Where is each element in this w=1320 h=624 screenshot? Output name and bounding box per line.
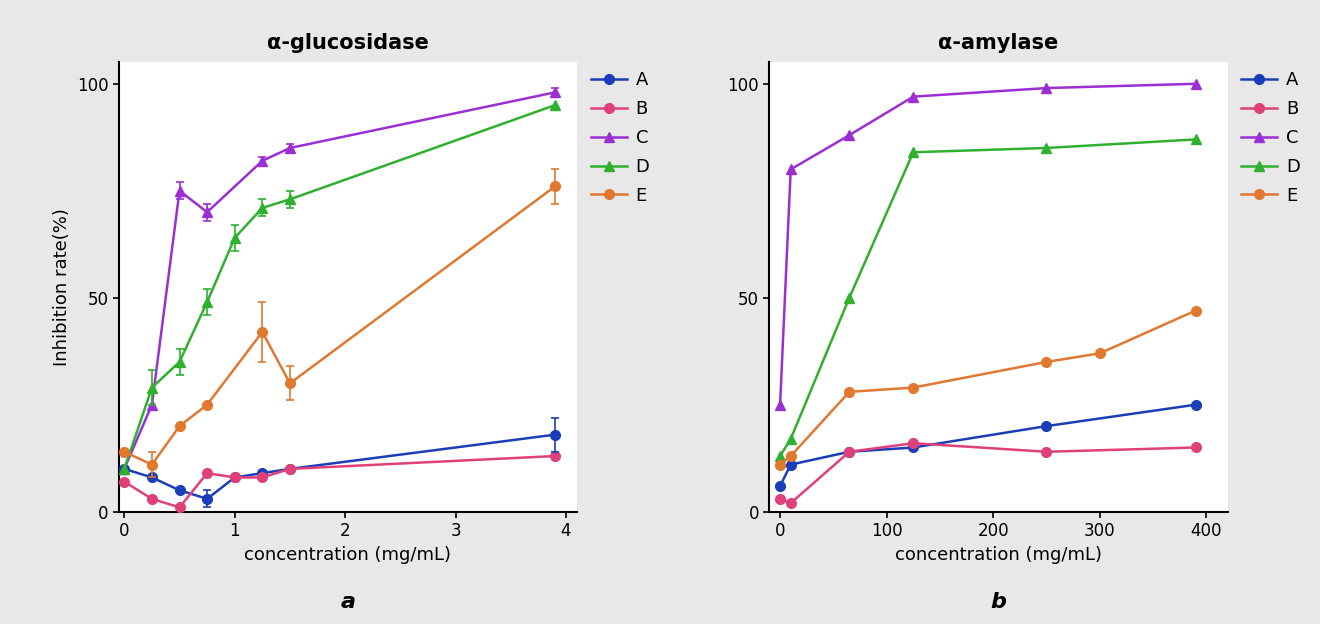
D — [227, 234, 243, 241]
C — [282, 144, 298, 152]
D — [546, 102, 562, 109]
B — [116, 478, 132, 485]
A — [172, 487, 187, 494]
E — [282, 379, 298, 387]
Line: E: E — [119, 182, 560, 469]
E — [1188, 307, 1204, 314]
B — [546, 452, 562, 460]
Line: A: A — [119, 430, 560, 504]
C — [841, 132, 857, 139]
B — [199, 469, 215, 477]
A — [227, 474, 243, 481]
B — [144, 495, 160, 502]
D — [199, 298, 215, 306]
B — [783, 499, 799, 507]
E — [116, 448, 132, 456]
D — [1039, 144, 1055, 152]
A — [783, 461, 799, 469]
C — [783, 165, 799, 173]
A — [282, 465, 298, 472]
C — [906, 93, 921, 100]
A — [199, 495, 215, 502]
Line: B: B — [119, 451, 560, 512]
X-axis label: concentration (mg/mL): concentration (mg/mL) — [244, 545, 451, 563]
Y-axis label: Inhibition rate(%): Inhibition rate(%) — [53, 208, 71, 366]
Legend: A, B, C, D, E: A, B, C, D, E — [590, 71, 649, 205]
D — [255, 204, 271, 212]
E — [255, 328, 271, 336]
D — [841, 294, 857, 301]
C — [199, 208, 215, 216]
B — [906, 439, 921, 447]
B — [772, 495, 788, 502]
A — [255, 469, 271, 477]
E — [1092, 349, 1107, 357]
C — [172, 187, 187, 195]
A — [546, 431, 562, 439]
E — [772, 461, 788, 469]
B — [227, 474, 243, 481]
C — [772, 401, 788, 409]
B — [172, 504, 187, 511]
A — [772, 482, 788, 490]
E — [783, 452, 799, 460]
Line: D: D — [119, 100, 560, 474]
E — [1039, 358, 1055, 366]
C — [1039, 84, 1055, 92]
E — [906, 384, 921, 391]
D — [116, 465, 132, 472]
D — [172, 358, 187, 366]
B — [282, 465, 298, 472]
B — [1188, 444, 1204, 451]
Line: C: C — [775, 79, 1200, 409]
A — [1188, 401, 1204, 409]
B — [841, 448, 857, 456]
Title: α-amylase: α-amylase — [939, 32, 1059, 52]
D — [282, 195, 298, 203]
E — [144, 461, 160, 469]
A — [1039, 422, 1055, 430]
Line: C: C — [119, 87, 560, 474]
Line: E: E — [775, 306, 1200, 469]
Text: b: b — [990, 592, 1006, 612]
Legend: A, B, C, D, E: A, B, C, D, E — [1241, 71, 1300, 205]
A — [841, 448, 857, 456]
Line: D: D — [775, 135, 1200, 461]
D — [1188, 135, 1204, 143]
Line: B: B — [775, 438, 1200, 508]
A — [144, 474, 160, 481]
C — [546, 89, 562, 96]
A — [906, 444, 921, 451]
Text: a: a — [341, 592, 355, 612]
C — [255, 157, 271, 165]
C — [144, 401, 160, 409]
E — [546, 183, 562, 190]
X-axis label: concentration (mg/mL): concentration (mg/mL) — [895, 545, 1102, 563]
D — [144, 384, 160, 391]
B — [1039, 448, 1055, 456]
C — [1188, 80, 1204, 87]
Title: α-glucosidase: α-glucosidase — [267, 32, 429, 52]
D — [772, 452, 788, 460]
E — [841, 388, 857, 396]
A — [116, 465, 132, 472]
E — [199, 401, 215, 409]
D — [783, 435, 799, 442]
B — [255, 474, 271, 481]
Line: A: A — [775, 400, 1200, 491]
E — [172, 422, 187, 430]
C — [116, 465, 132, 472]
D — [906, 149, 921, 156]
